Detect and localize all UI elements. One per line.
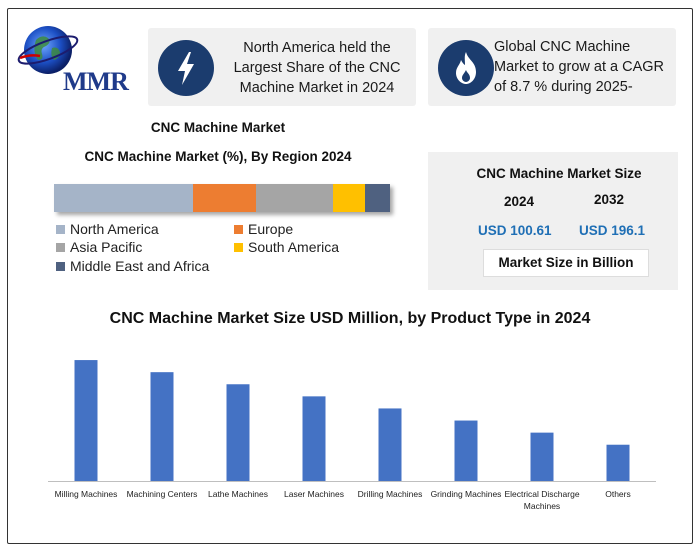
- product-bar-chart: Milling Machines Machining Centers Lathe M…: [48, 360, 656, 511]
- bar-drilling-machines: [378, 408, 402, 481]
- market-size-unit-label: Market Size in Billion: [483, 249, 649, 277]
- info-box-north-america: North America held the Largest Share of …: [148, 28, 416, 106]
- info-text-cagr: Global CNC Machine Market to grow at a C…: [494, 39, 665, 95]
- stacked-segment-asia-pacific: [255, 184, 333, 212]
- stacked-segment-europe: [193, 184, 256, 212]
- legend-swatch: [56, 224, 65, 234]
- category-label: Grinding Machines: [431, 489, 502, 499]
- region-legend: North America Europe Asia Pacific South Ame…: [56, 221, 396, 281]
- legend-label: Europe: [248, 221, 294, 237]
- region-stacked-bar: [54, 184, 390, 212]
- legend-label: North America: [70, 221, 159, 237]
- category-label: Laser Machines: [284, 489, 344, 499]
- bar-others: [606, 444, 630, 481]
- bar-machining-centers: [150, 372, 174, 481]
- bar-electrical-discharge-machines: [530, 432, 554, 481]
- product-chart-title: CNC Machine Market Size USD Million, by …: [109, 310, 591, 327]
- legend-label: Middle East and Africa: [70, 258, 210, 274]
- category-label: Lathe Machines: [208, 489, 268, 499]
- category-label: Milling Machines: [55, 489, 118, 499]
- bar-grinding-machines: [454, 420, 478, 481]
- legend-item: Asia Pacific: [56, 239, 142, 255]
- stacked-segment-north-america: [54, 184, 194, 212]
- legend-item: Middle East and Africa: [56, 258, 209, 274]
- legend-item: North America: [56, 221, 159, 237]
- logo-text: MMR: [63, 67, 129, 96]
- flame-icon: [438, 40, 494, 96]
- info-text-north-america: North America held the Largest Share of …: [233, 40, 401, 96]
- market-size-title: CNC Machine Market Size: [476, 166, 642, 181]
- legend-swatch: [56, 261, 65, 271]
- bar-lathe-machines: [226, 384, 250, 481]
- legend-swatch: [56, 242, 65, 252]
- category-label: Electrical Discharge Machines: [504, 489, 579, 511]
- category-label: Others: [605, 489, 631, 499]
- legend-swatch: [234, 224, 243, 234]
- region-chart-title: CNC Machine Market: [150, 120, 286, 135]
- market-size-year-2024: 2024: [504, 194, 535, 209]
- info-box-cagr: Global CNC Machine Market to grow at a C…: [428, 28, 676, 106]
- market-size-year-2032: 2032: [594, 192, 625, 207]
- legend-item: Europe: [234, 221, 293, 237]
- legend-label: Asia Pacific: [70, 239, 143, 255]
- stacked-segment-south-america: [332, 184, 365, 212]
- legend-swatch: [234, 242, 243, 252]
- lightning-icon: [158, 40, 214, 96]
- stacked-segment-middle-east-and-africa: [364, 184, 390, 212]
- globe-icon: [17, 26, 79, 74]
- category-label: Drilling Machines: [358, 489, 423, 499]
- bar-laser-machines: [302, 396, 326, 481]
- mmr-logo: MMR: [16, 18, 136, 98]
- market-size-box: CNC Machine Market Size 2024 2032 USD 10…: [428, 152, 678, 290]
- legend-label: South America: [248, 239, 340, 255]
- market-size-value-2024: USD 100.61: [478, 223, 552, 238]
- market-size-value-2032: USD 196.1: [579, 223, 646, 238]
- legend-item: South America: [234, 239, 339, 255]
- region-chart-subtitle: CNC Machine Market (%), By Region 2024: [84, 149, 352, 164]
- category-label: Machining Centers: [127, 489, 198, 499]
- bar-milling-machines: [74, 360, 98, 481]
